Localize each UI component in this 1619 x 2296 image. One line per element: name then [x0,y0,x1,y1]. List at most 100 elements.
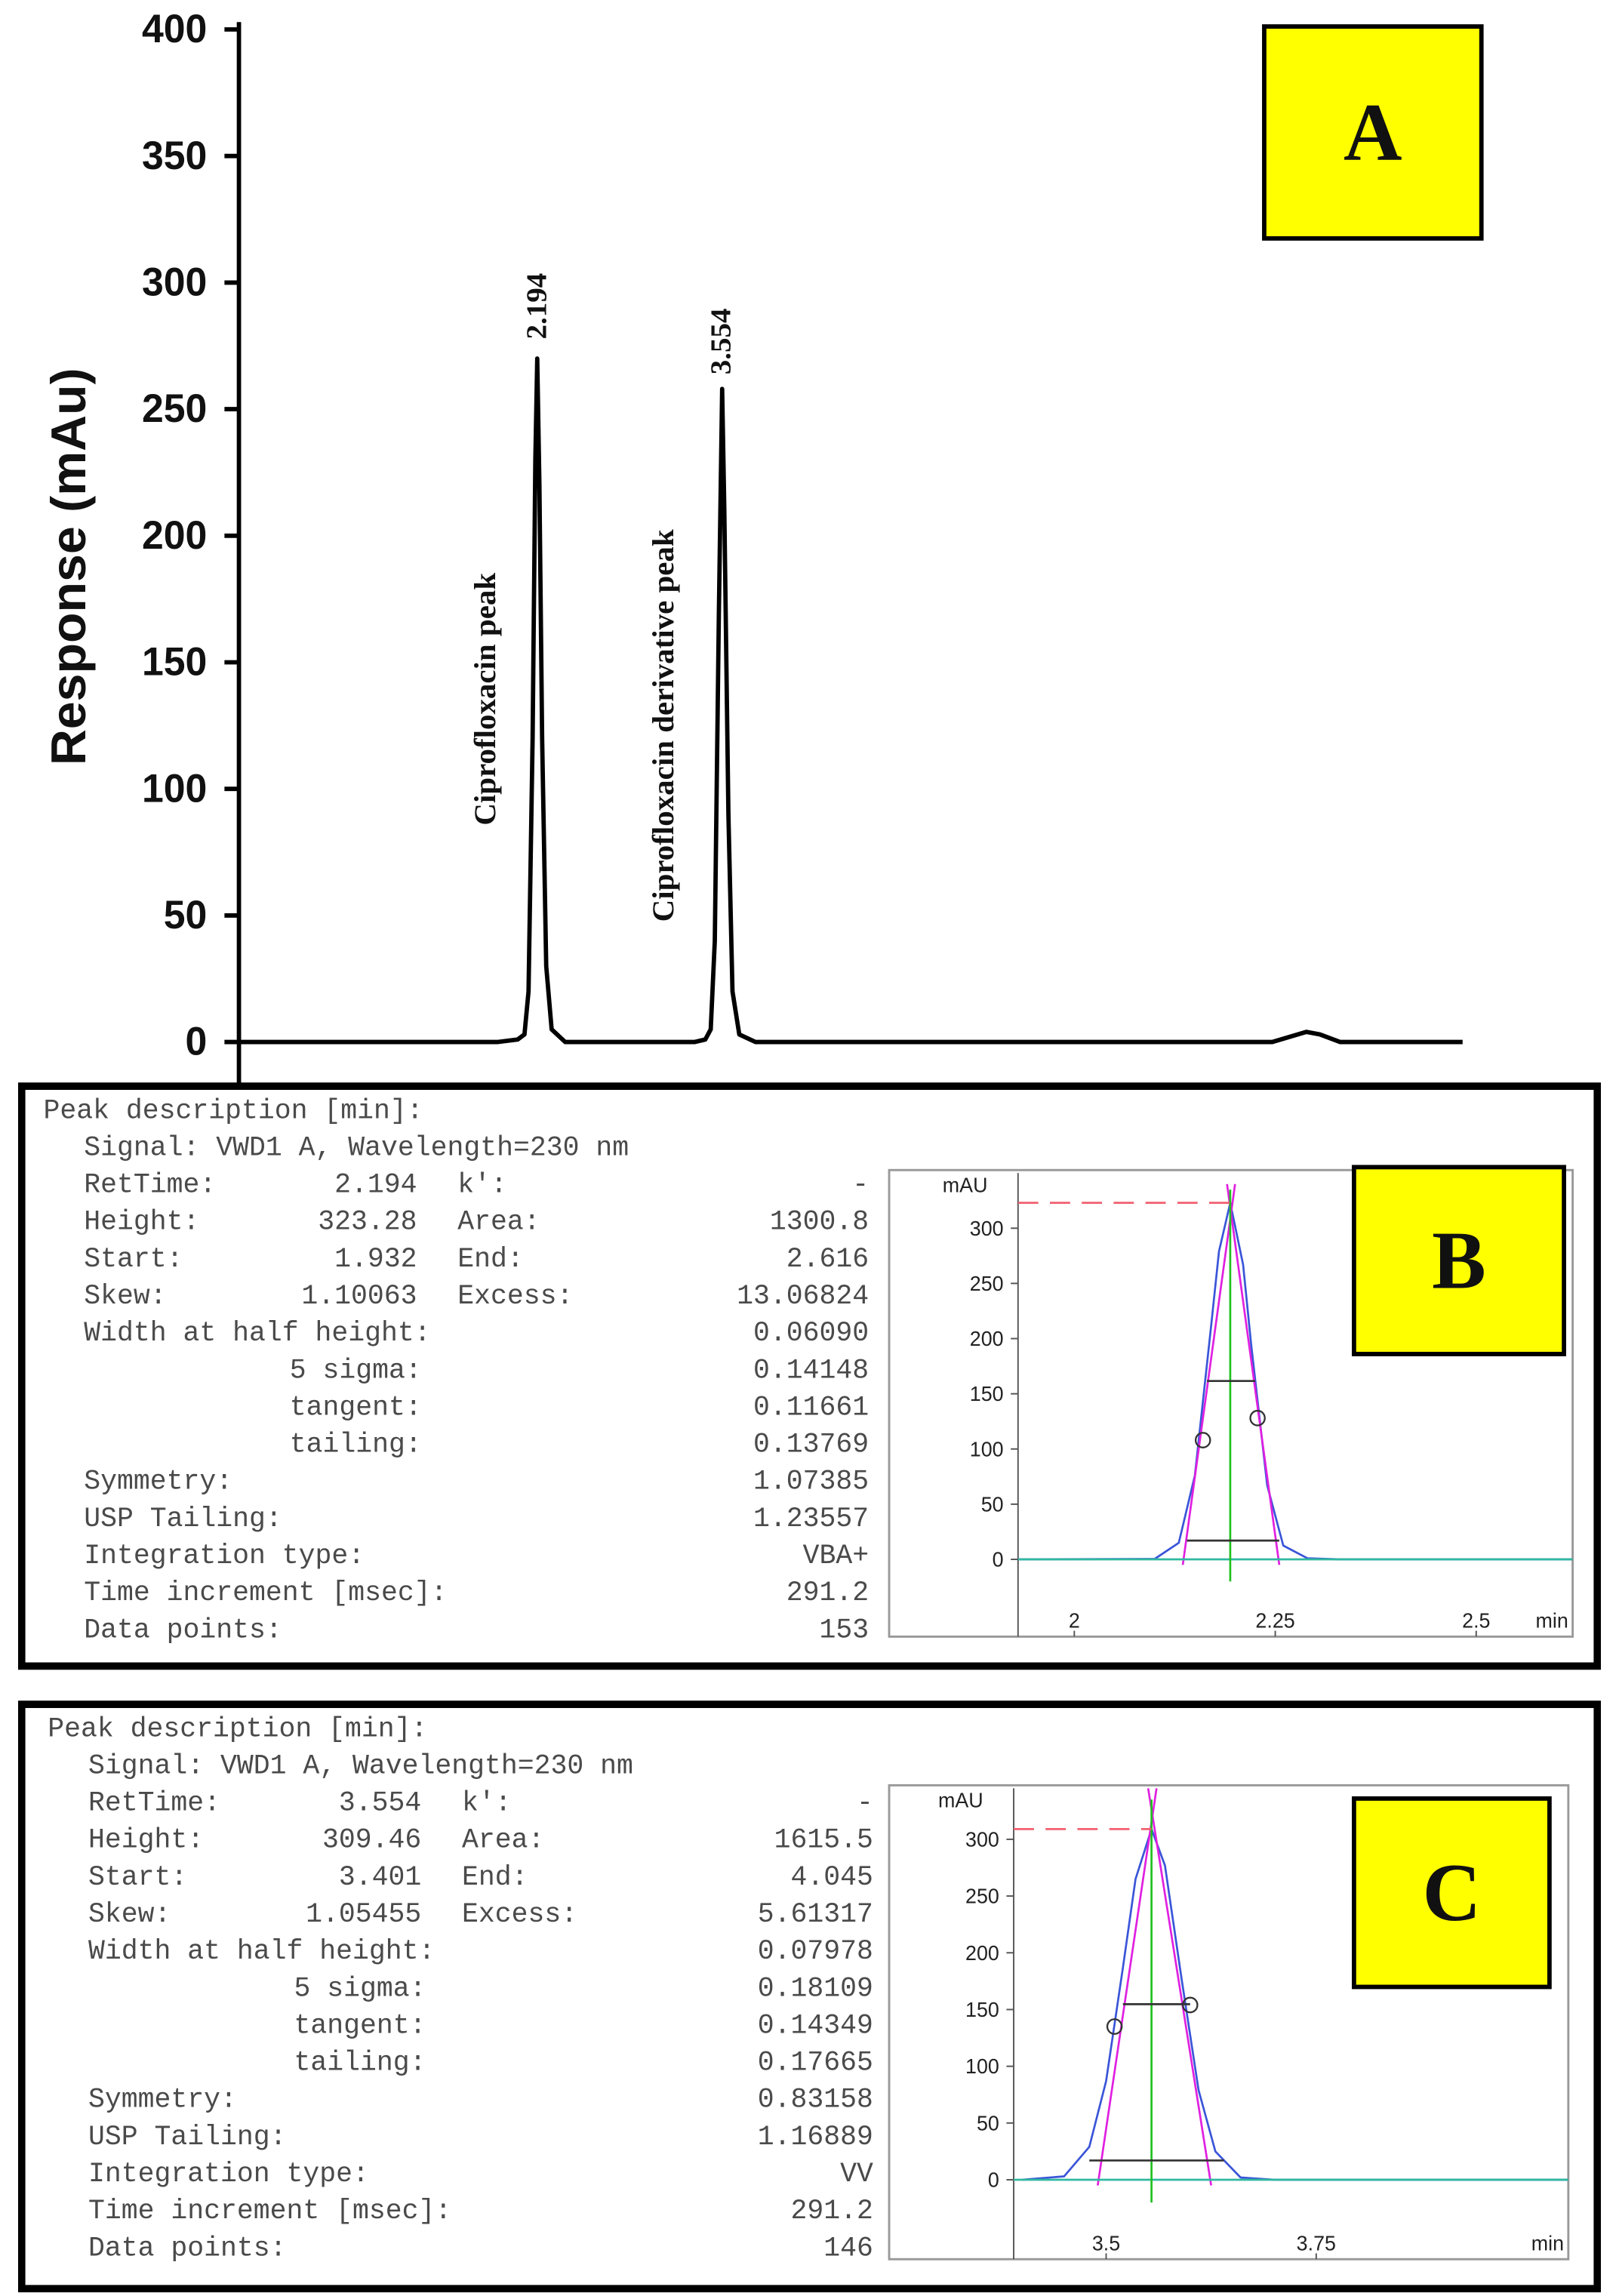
report-value: 0.83158 [758,2084,873,2116]
series-group [1017,1183,1573,1582]
report-value: 1.16889 [758,2122,873,2153]
report-value: 309.46 [322,1825,421,1857]
report-value: 0.11661 [753,1392,869,1423]
report-value: 0.17665 [758,2047,873,2079]
peak-name: Ciprofloxacin peak [468,572,502,825]
series-line [1226,1183,1281,1565]
y-tick-label: 50 [164,894,208,937]
x-tick-label: 2.25 [1255,1608,1294,1632]
y-tick-label: 250 [142,387,207,431]
y-tick-label: 300 [970,1217,1004,1240]
peak-label: 2.194 [522,273,553,340]
report-label: tailing: [294,2047,426,2079]
panel-label-box [1352,1796,1552,1990]
report-heading: Peak description [min]: [48,1713,427,1745]
report-label: k': [457,1169,507,1201]
y-tick-label: 150 [142,640,207,684]
marker [1194,1432,1211,1448]
report-value: - [857,1787,873,1819]
x-tick-label: 3.75 [1297,2231,1336,2254]
report-label: Symmetry: [84,1466,232,1497]
report-value: 1300.8 [770,1207,869,1239]
y-tick-label: 100 [142,767,207,811]
report-value: 323.28 [318,1207,417,1239]
y-tick-label: 50 [981,1492,1004,1516]
report-label: Excess: [457,1281,573,1313]
report-value: VV [840,2159,873,2190]
report-label: Symmetry: [88,2084,237,2116]
x-tick-label: 3.5 [1092,2231,1120,2254]
report-value: VBA+ [803,1540,870,1572]
panel-label-box [1262,24,1484,241]
report-value: 5.61317 [758,1899,873,1931]
y-tick-label: 300 [142,260,207,304]
x-tick-label: 2 [1069,1608,1080,1632]
report-value: 1.23557 [753,1503,869,1535]
y-axis-label: mAU [943,1173,988,1196]
report-label: Data points: [84,1614,282,1646]
report-label: End: [457,1244,523,1276]
report-label: USP Tailing: [88,2122,286,2153]
report-label: tangent: [294,2010,426,2042]
x-tick-label: 2.5 [1462,1608,1490,1632]
y-tick-label: 300 [965,1827,999,1851]
y-tick-label: 50 [977,2111,999,2134]
panel-label: A [1344,87,1402,178]
report-value: 13.06824 [737,1281,869,1313]
report-value: 291.2 [791,2196,873,2227]
report-label: Area: [457,1207,540,1239]
report-signal: Signal: VWD1 A, Wavelength=230 nm [84,1132,629,1164]
report-label: Skew: [84,1281,166,1313]
report-label: Width at half height: [84,1318,430,1350]
y-tick-label: 0 [993,1547,1004,1571]
report-label: Data points: [88,2233,286,2264]
y-tick-label: 100 [970,1437,1004,1460]
report-label: Start: [88,1862,187,1894]
report-value: 1.932 [334,1244,417,1276]
report-label: Height: [84,1207,199,1239]
peak-name: Ciprofloxacin derivative peak [646,529,680,922]
y-axis-label: mAU [938,1788,983,1811]
report-signal: Signal: VWD1 A, Wavelength=230 nm [88,1750,633,1782]
report-value: 0.07978 [758,1936,873,1968]
report-label: Height: [88,1825,204,1857]
series-line [1181,1183,1236,1565]
report-value: 146 [823,2233,873,2264]
report-value: 2.616 [786,1244,869,1276]
panel-label-box [1352,1165,1566,1356]
report-value: - [852,1169,869,1201]
series-group [1014,1788,1568,2203]
x-axis-label: min [1531,2231,1564,2254]
report-label: Time increment [msec]: [84,1577,447,1609]
report-value: 0.14148 [753,1355,869,1387]
y-tick-label: 150 [970,1382,1004,1405]
report-value: 1615.5 [774,1825,873,1857]
series-line [1097,1788,1158,2186]
report-label: k': [462,1787,512,1819]
report-value: 3.401 [339,1862,421,1894]
panel-b-frame [17,1082,1602,1670]
report-label: Width at half height: [88,1936,435,1968]
report-value: 0.06090 [753,1318,869,1350]
report-value: 3.554 [339,1787,421,1819]
report-label: Excess: [462,1899,577,1931]
report-value: 0.14349 [758,2010,873,2042]
x-axis-label: min [1536,1608,1568,1632]
marker [1106,2018,1123,2035]
report-label: End: [462,1862,528,1894]
report-label: Skew: [88,1899,171,1931]
y-tick-label: 200 [142,514,207,558]
report-value: 4.045 [791,1862,873,1894]
report-value: 0.18109 [758,1973,873,2005]
series-line [1147,1788,1212,2186]
marker [1249,1409,1266,1427]
y-tick-label: 100 [965,2054,999,2078]
report-label: Integration type: [84,1540,365,1572]
report-label: tailing: [290,1429,422,1460]
report-value: 153 [820,1614,870,1646]
y-tick-label: 200 [970,1327,1004,1350]
report-label: 5 sigma: [290,1355,422,1387]
report-label: Area: [462,1825,544,1857]
